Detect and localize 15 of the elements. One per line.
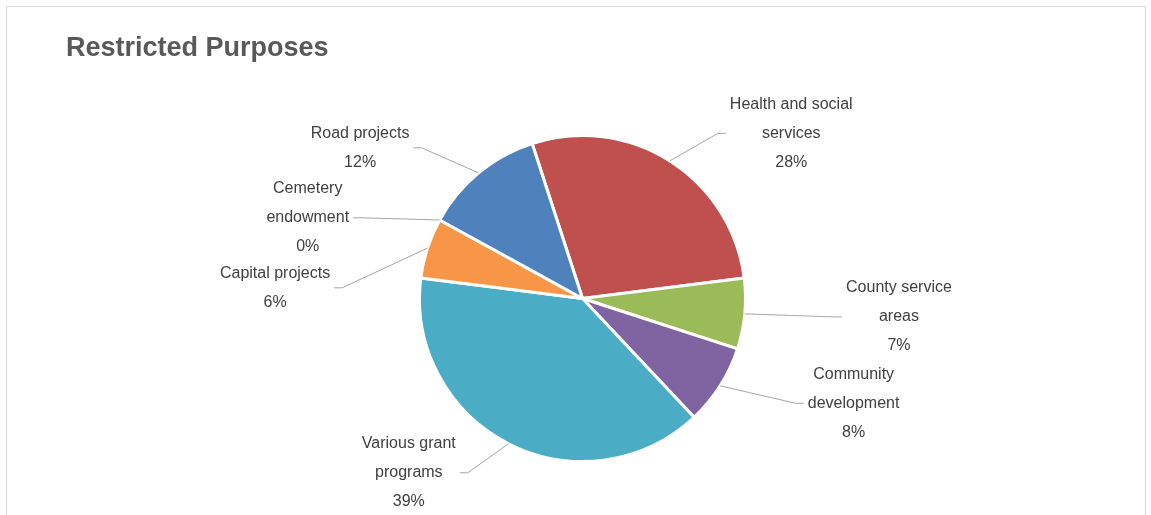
chart-title: Restricted Purposes bbox=[66, 32, 329, 63]
category-label: Cemetery endowment bbox=[266, 179, 350, 226]
data-label: 7% bbox=[887, 336, 911, 354]
text: 0% bbox=[296, 237, 320, 255]
slice-label: County service areas bbox=[846, 278, 952, 325]
data-label: 6% bbox=[263, 292, 287, 310]
data-label: 12% bbox=[344, 152, 377, 170]
slice-label: Health and social services bbox=[729, 94, 853, 141]
data-label: 39% bbox=[392, 492, 425, 510]
slice-label: Capital projects bbox=[219, 263, 331, 281]
slice-label: Community development bbox=[807, 364, 900, 411]
data-label: 28% bbox=[775, 152, 808, 170]
slice-label: Road projects bbox=[310, 123, 410, 141]
data-label: 8% bbox=[842, 422, 866, 440]
slice-label: Various grant programs bbox=[361, 434, 457, 481]
